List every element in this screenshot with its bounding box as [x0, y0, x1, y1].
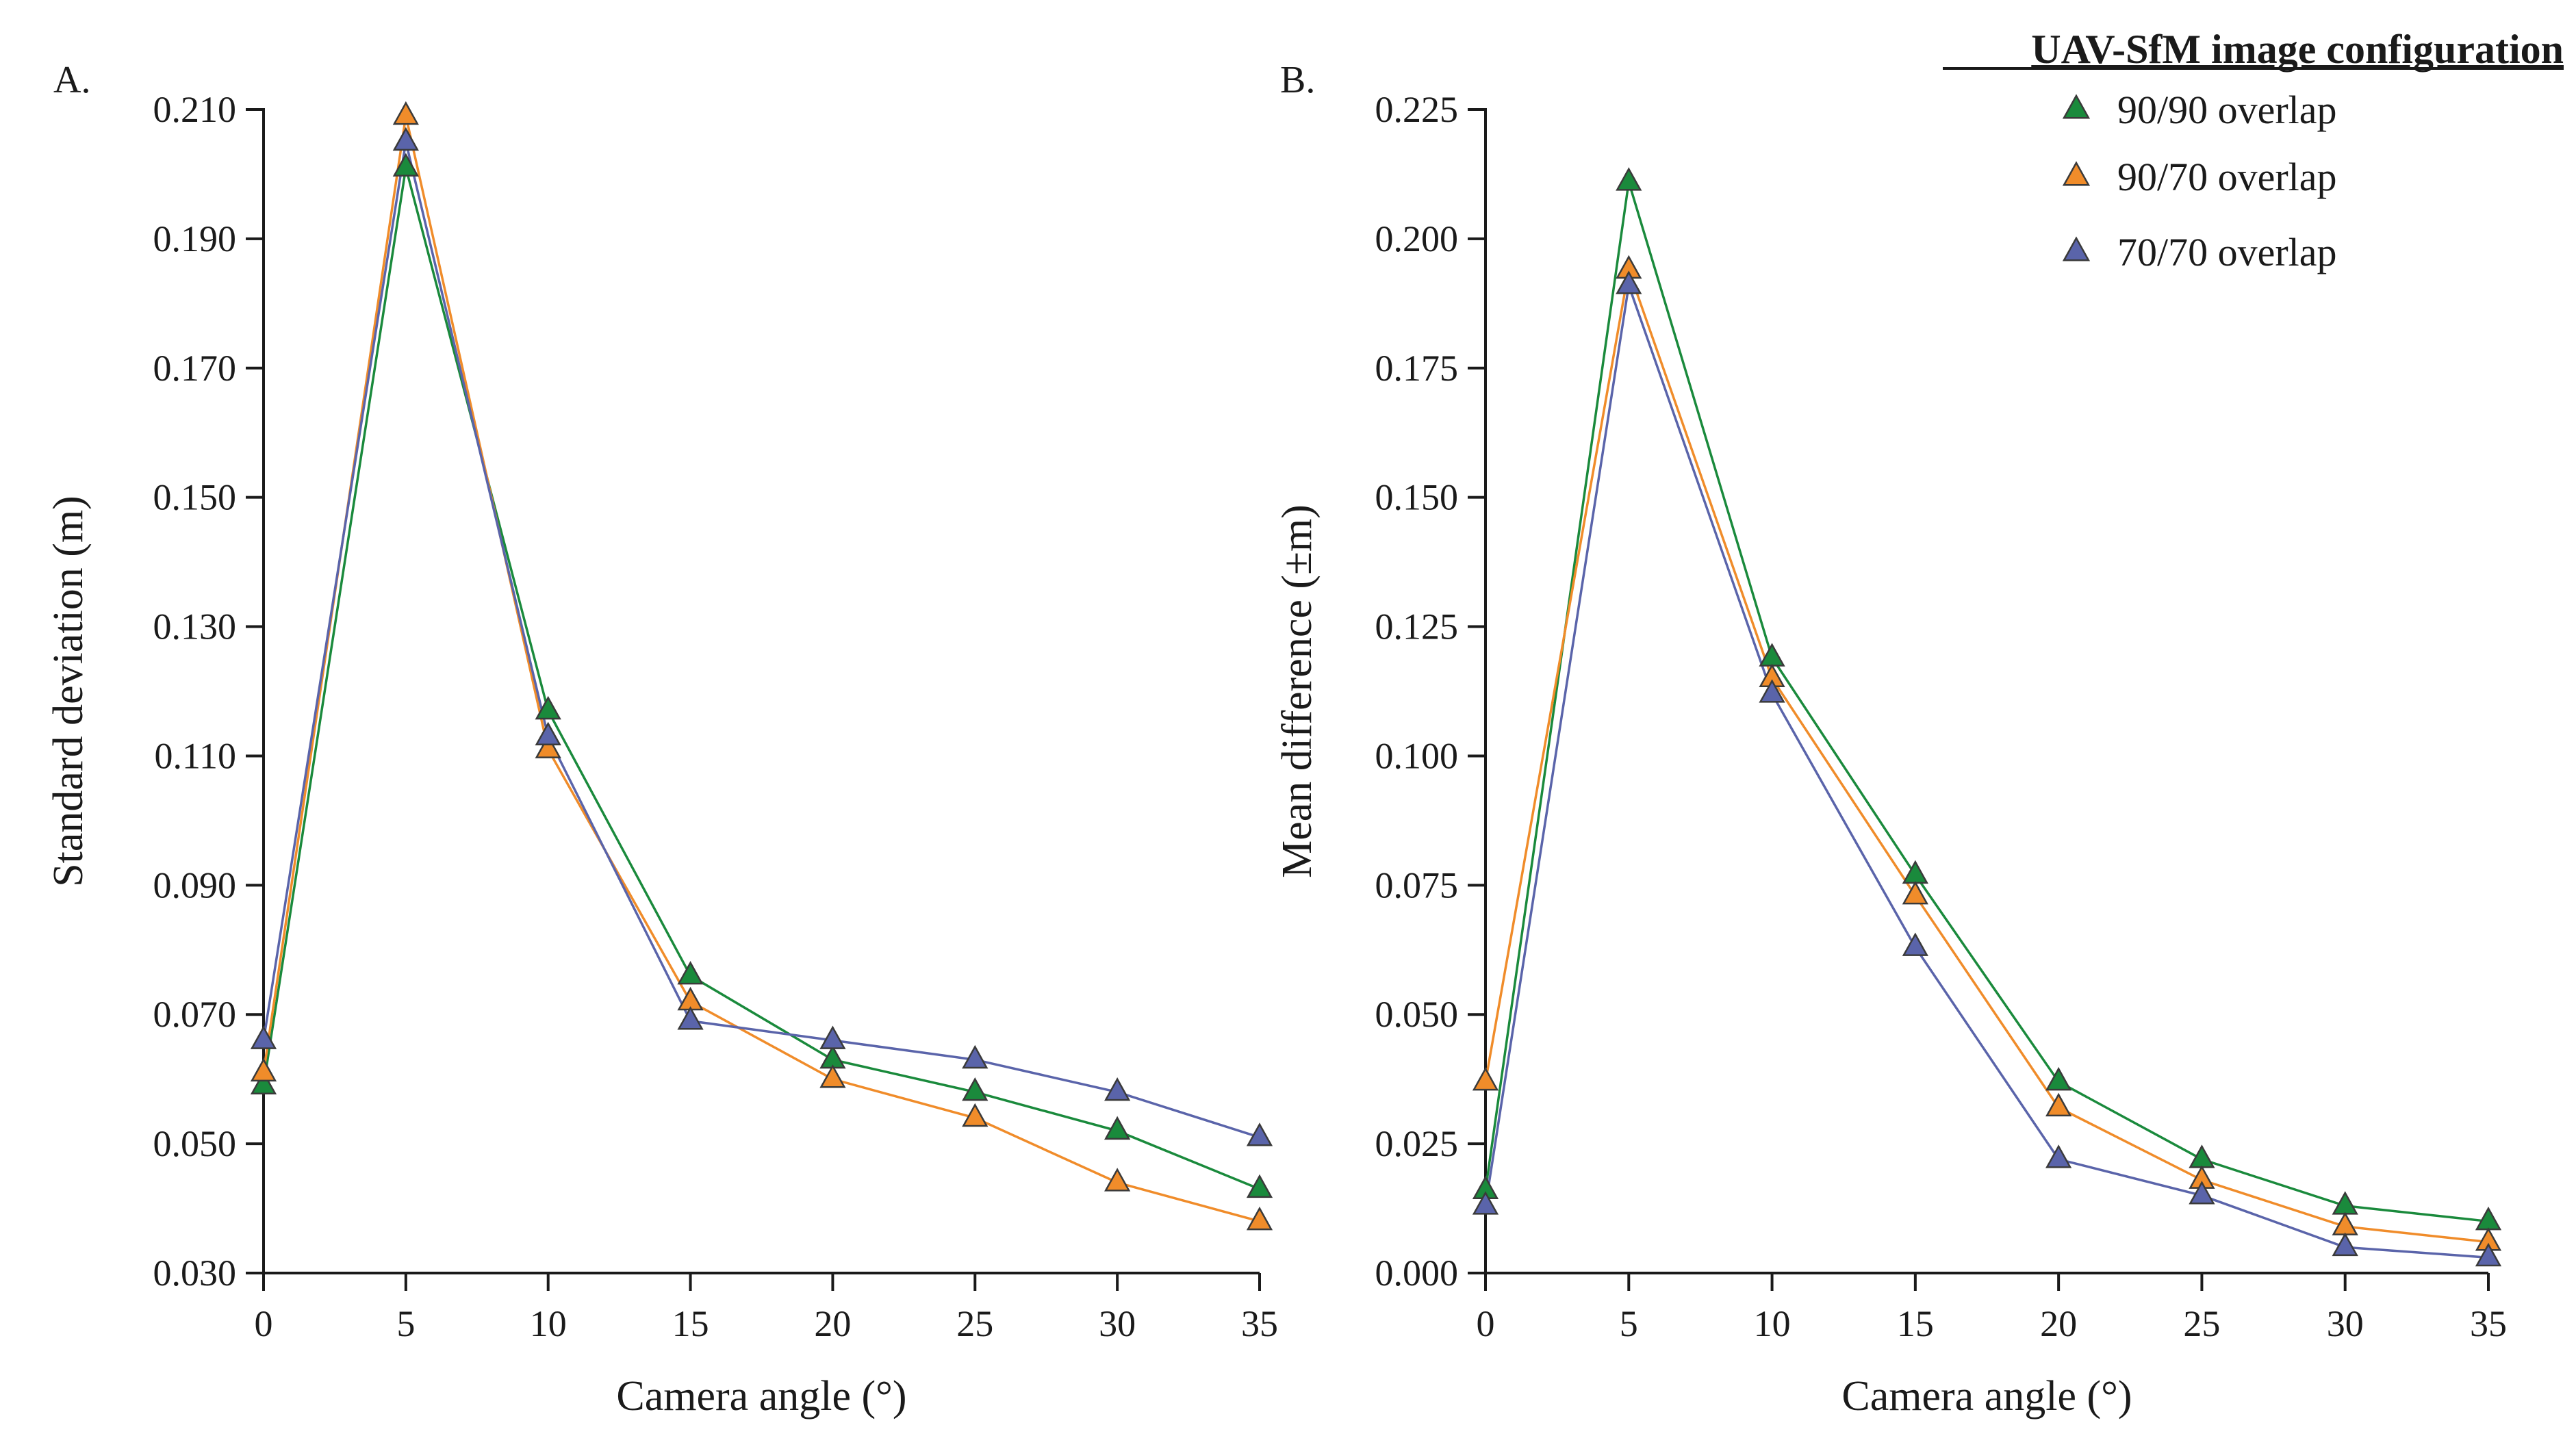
panel-b-y-tick-label: 0.225: [1375, 89, 1459, 130]
panel-a-x-tick-label: 0: [255, 1303, 273, 1344]
panel-a-series-1-point: [1246, 1174, 1273, 1198]
panel-b-x-tick-label: 0: [1477, 1303, 1495, 1344]
panel-a-series-2-point: [962, 1103, 989, 1127]
panel-a-y-tick-label: 0.110: [155, 735, 237, 776]
panel-a-series-1-point: [392, 153, 419, 177]
panel-a-y-tick-label: 0.130: [153, 606, 237, 647]
panel-a-y-tick-label: 0.050: [153, 1123, 237, 1164]
panel-b: B. Camera angle (°) Mean difference (±m)…: [1274, 59, 2507, 1420]
panel-a-series-3-point: [677, 1006, 704, 1030]
panel-b-y-tick-label: 0.175: [1375, 348, 1459, 389]
panel-a-series-3-point: [1104, 1077, 1131, 1101]
panel-a-y-tick-label: 0.210: [153, 89, 237, 130]
panel-b-y-tick-label: 0.000: [1375, 1253, 1459, 1294]
panel-b-series-line-2: [1484, 265, 2489, 1244]
panel-a-x-tick-label: 20: [814, 1303, 851, 1344]
panel-b-series-line-1: [1484, 181, 2489, 1223]
panel-b-series-3-point: [2045, 1144, 2072, 1168]
panel-b-series-line-3: [1484, 285, 2489, 1259]
panel-a-series-1-point: [1104, 1116, 1131, 1140]
panel-b-x-axis-title: Camera angle (°): [1841, 1373, 2132, 1420]
panel-b-y-tick-label: 0.075: [1375, 864, 1459, 906]
panel-a-series-1-point: [250, 1070, 277, 1094]
panel-b-series-3-point: [1759, 679, 1785, 703]
panel-b-x-tick-label: 35: [2470, 1303, 2507, 1344]
legend-marker-2: [2062, 161, 2091, 186]
panel-a-series-3-point: [392, 127, 419, 151]
panel-a-x-tick-label: 15: [672, 1303, 709, 1344]
panel-a: A. Camera angle (°) Standard deviation (…: [45, 59, 1278, 1420]
panel-a-series-2-point: [819, 1064, 846, 1088]
panel-a-label: A.: [53, 59, 90, 101]
panel-a-series-line-1: [262, 167, 1260, 1190]
panel-a-series-2-point: [1104, 1168, 1131, 1192]
panel-a-y-tick-label: 0.190: [153, 218, 237, 259]
panel-b-x-tick-label: 25: [2183, 1303, 2220, 1344]
panel-b-x-tick-label: 20: [2040, 1303, 2077, 1344]
legend-marker-3: [2062, 236, 2091, 261]
panel-b-y-tick-label: 0.200: [1375, 218, 1459, 259]
panel-a-series-1-point: [535, 695, 561, 720]
panel-a-series-line-2: [262, 116, 1260, 1223]
legend-entry-label: 70/70 overlap: [2117, 230, 2337, 274]
panel-a-series-3-point: [250, 1025, 277, 1049]
panel-b-x-tick-label: 15: [1897, 1303, 1934, 1344]
legend: UAV-SfM image configuration 90/90 overla…: [1943, 27, 2564, 274]
panel-a-x-tick-label: 30: [1099, 1303, 1136, 1344]
panel-a-x-tick-label: 35: [1241, 1303, 1278, 1344]
panel-b-y-tick-label: 0.150: [1375, 477, 1459, 518]
panel-b-y-axis-title: Mean difference (±m): [1274, 504, 1321, 878]
panel-a-series-3-point: [535, 721, 561, 745]
panel-a-y-tick-label: 0.150: [153, 477, 237, 518]
panel-a-y-tick-label: 0.170: [153, 348, 237, 389]
panel-b-y-tick-label: 0.025: [1375, 1123, 1459, 1164]
panel-b-series-2-point: [2045, 1092, 2072, 1117]
panel-b-x-tick-label: 10: [1754, 1303, 1791, 1344]
panel-b-y-tick-label: 0.050: [1375, 994, 1459, 1035]
panel-b-x-tick-label: 30: [2327, 1303, 2364, 1344]
panel-b-series-2-point: [1472, 1066, 1499, 1091]
panel-a-series-3-point: [962, 1044, 989, 1069]
panel-a-series-2-point: [535, 734, 561, 758]
panel-b-series-1-point: [1616, 167, 1642, 191]
panel-b-x-tick-label: 5: [1620, 1303, 1638, 1344]
panel-b-series-2-point: [1902, 880, 1928, 905]
panel-a-x-tick-label: 25: [956, 1303, 993, 1344]
panel-a-series-2-point: [392, 101, 419, 125]
panel-a-series-1-point: [677, 961, 704, 985]
legend-entry-label: 90/70 overlap: [2117, 155, 2337, 199]
panel-a-y-tick-label: 0.030: [153, 1253, 237, 1294]
panel-a-series-3-point: [1246, 1122, 1273, 1146]
legend-title: UAV-SfM image configuration: [2031, 27, 2564, 72]
panel-b-y-tick-label: 0.125: [1375, 606, 1459, 647]
panel-a-x-tick-label: 5: [396, 1303, 415, 1344]
panel-a-x-axis-title: Camera angle (°): [616, 1373, 906, 1420]
legend-marker-1: [2062, 94, 2091, 119]
panel-a-series-1-point: [962, 1077, 989, 1101]
panel-a-series-line-3: [262, 141, 1260, 1139]
panel-b-label: B.: [1280, 59, 1315, 101]
panel-b-series-3-point: [1616, 270, 1642, 294]
panel-b-series-3-point: [1472, 1191, 1499, 1215]
panel-a-y-axis-title: Standard deviation (m): [45, 496, 92, 887]
panel-a-y-tick-label: 0.070: [153, 994, 237, 1035]
panel-b-series-3-point: [2475, 1242, 2502, 1267]
panel-a-x-tick-label: 10: [530, 1303, 567, 1344]
panel-b-series-3-point: [2332, 1232, 2358, 1257]
legend-entry-label: 90/90 overlap: [2117, 88, 2337, 132]
panel-a-series-3-point: [819, 1025, 846, 1049]
panel-b-series-3-point: [2189, 1181, 2215, 1205]
panel-b-y-tick-label: 0.100: [1375, 735, 1459, 776]
panel-a-y-tick-label: 0.090: [153, 864, 237, 906]
panel-a-series-2-point: [1246, 1206, 1273, 1231]
panel-b-series-3-point: [1902, 932, 1928, 956]
panel-b-series-1-point: [2045, 1066, 2072, 1091]
panel-a-series-2-point: [250, 1057, 277, 1082]
